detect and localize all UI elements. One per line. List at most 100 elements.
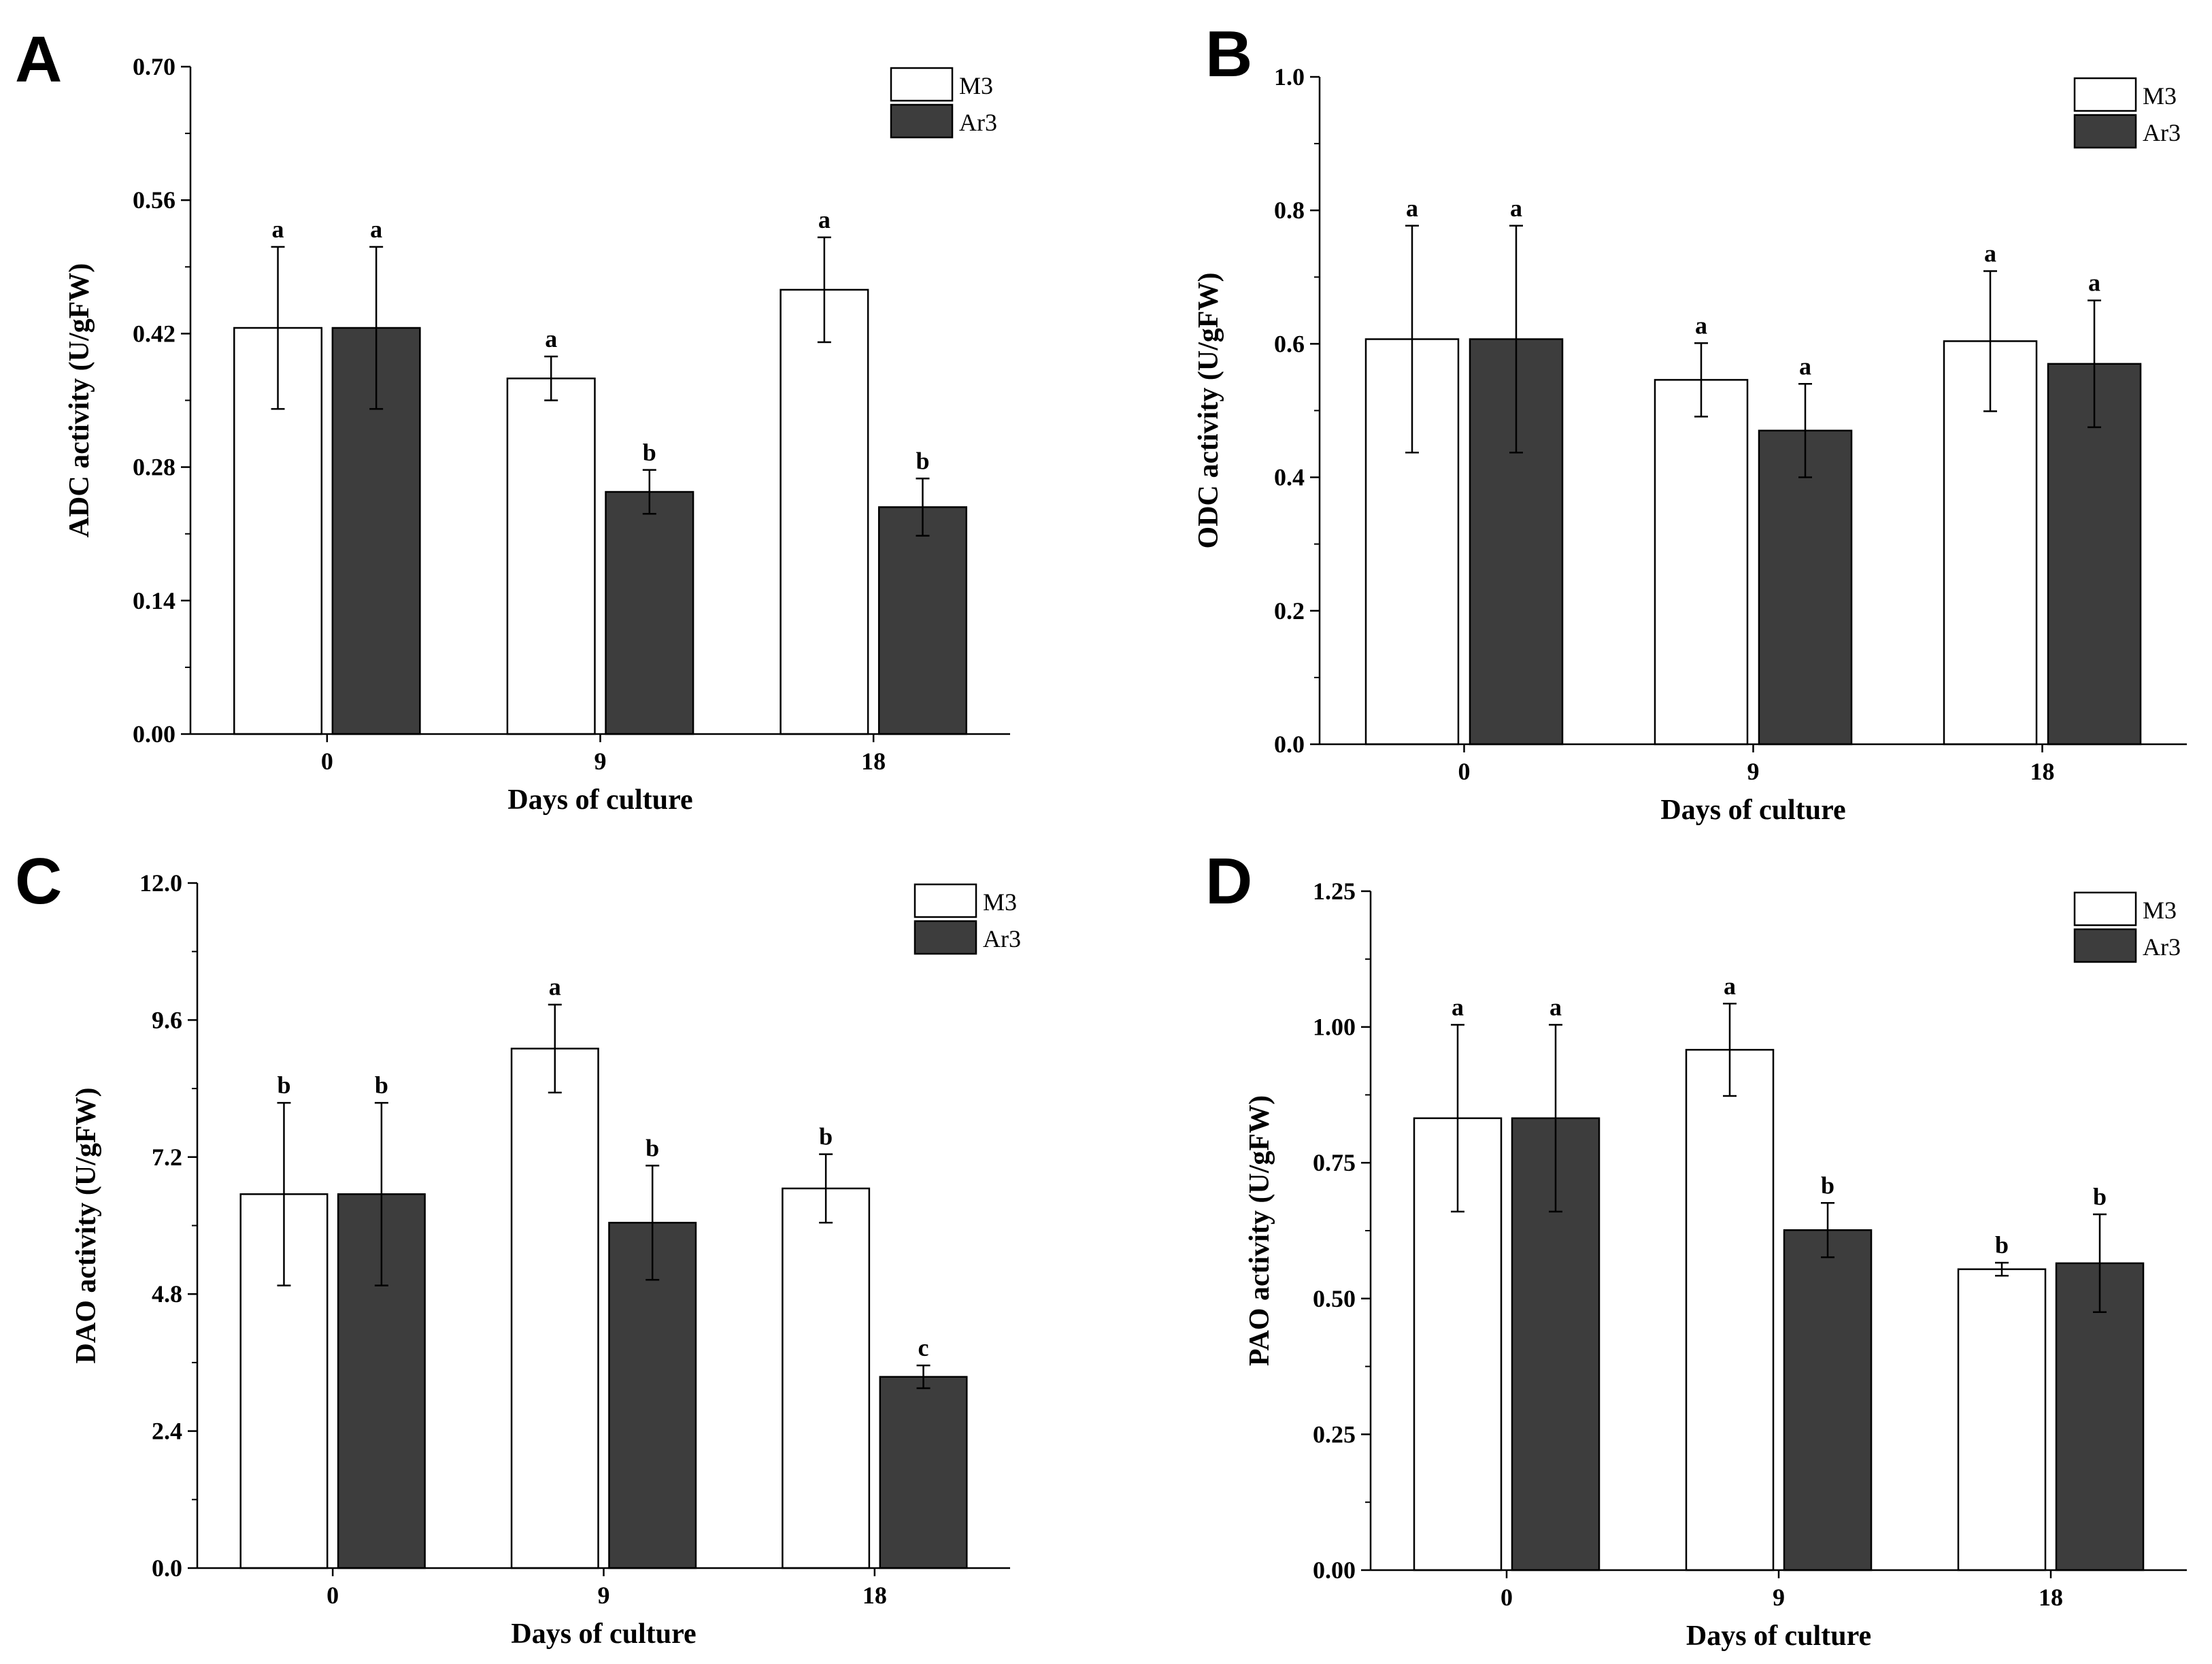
- bar-ar3-day-18: [877, 506, 967, 735]
- y-tick-label: 0.42: [133, 320, 175, 347]
- x-tick-label: 9: [598, 1582, 610, 1609]
- x-tick-label: 18: [862, 1582, 887, 1609]
- y-tick-label: 0.14: [133, 587, 175, 614]
- y-tick-label: 7.2: [152, 1144, 182, 1171]
- bar-m3-day-9: [506, 378, 596, 735]
- panel-b: Ba a 0 a a 9 a a 18 0.0 0.2 0.4 0.6 0.8 1.0 Days of cul…: [1193, 18, 2187, 826]
- x-tick-label: 9: [1773, 1584, 1785, 1611]
- significance-letter: b: [1995, 1231, 2009, 1259]
- x-tick-label: 0: [1501, 1584, 1513, 1611]
- error-bar-ar3-day-0: [374, 1101, 388, 1286]
- bar-ar3-day-9: [1783, 1229, 1873, 1571]
- significance-letter: a: [370, 216, 382, 243]
- y-axis-title: ADC activity (U/gFW): [64, 263, 95, 538]
- significance-letter: b: [646, 1134, 659, 1161]
- legend-label-ar3: Ar3: [983, 925, 1021, 952]
- significance-letter: a: [1452, 993, 1464, 1020]
- y-axis-title: ODC activity (U/gFW): [1193, 273, 1224, 549]
- legend-label-ar3: Ar3: [2143, 119, 2181, 146]
- significance-letter: b: [916, 447, 929, 474]
- x-axis-title: Days of culture: [511, 1618, 696, 1650]
- error-bar-m3-day-0: [1405, 224, 1419, 454]
- significance-letter: b: [277, 1071, 290, 1099]
- error-bar-ar3-day-9: [642, 469, 656, 515]
- error-bar-m3-day-9: [1723, 1003, 1737, 1097]
- legend-swatch-m3: [2073, 891, 2137, 927]
- bar-ar3-day-18: [2055, 1262, 2145, 1571]
- significance-letter: b: [643, 439, 656, 466]
- error-bar-ar3-day-9: [1821, 1202, 1834, 1259]
- y-tick-label: 0.2: [1274, 597, 1305, 625]
- legend-swatch-m3: [890, 67, 954, 102]
- panel-c: Cb b 0 a b 9 b c 18 0.0 2.4 4.8 7.2 9.6 12.0 Days of cu…: [15, 845, 1021, 1650]
- significance-letter: a: [818, 206, 831, 233]
- legend-swatch-ar3: [2073, 928, 2137, 963]
- y-tick-label: 0.75: [1313, 1149, 1356, 1176]
- error-bar-m3-day-9: [548, 1003, 562, 1094]
- error-bar-ar3-day-9: [646, 1165, 660, 1281]
- significance-letter: a: [1695, 312, 1707, 339]
- panel-letter: B: [1205, 18, 1252, 90]
- y-tick-label: 0.70: [133, 53, 175, 80]
- significance-letter: a: [272, 216, 284, 243]
- significance-letter: b: [2093, 1183, 2107, 1210]
- x-axis-title: Days of culture: [1660, 795, 1845, 826]
- y-tick-label: 1.00: [1313, 1014, 1356, 1041]
- significance-letter: c: [918, 1334, 929, 1361]
- error-bar-ar3-day-0: [1549, 1024, 1562, 1213]
- legend-label-m3: M3: [959, 72, 993, 99]
- y-tick-label: 0.8: [1274, 197, 1305, 224]
- bar-m3-day-18: [780, 288, 869, 735]
- error-bar-ar3-day-18: [2093, 1213, 2107, 1314]
- bar-m3-day-18: [1957, 1268, 2047, 1571]
- y-tick-label: 12.0: [139, 869, 182, 897]
- legend-swatch-ar3: [2073, 114, 2137, 149]
- x-tick-label: 18: [2030, 758, 2055, 785]
- y-tick-label: 0.00: [1313, 1557, 1356, 1584]
- legend-label-ar3: Ar3: [959, 109, 997, 136]
- error-bar-m3-day-0: [271, 246, 285, 410]
- y-tick-label: 0.56: [133, 186, 175, 214]
- legend-swatch-m3: [914, 883, 977, 918]
- legend-swatch-m3: [2073, 77, 2137, 112]
- y-axis-title: PAO activity (U/gFW): [1244, 1095, 1275, 1366]
- bar-ar3-day-9: [1758, 429, 1853, 746]
- y-tick-label: 0.0: [152, 1554, 182, 1582]
- panel-d: Da a 0 a b 9 b b 18 0.00 0.25 0.50 0.75 1.00 1.25 Days …: [1205, 845, 2187, 1652]
- significance-letter: a: [1984, 239, 1996, 267]
- y-tick-label: 2.4: [152, 1418, 182, 1445]
- x-tick-label: 0: [321, 748, 333, 775]
- panel-letter: A: [15, 23, 62, 96]
- panel-a: Aa a 0 a b 9 a b 18 0.00 0.14 0.28 0.42 0.56 0.70 Days …: [15, 23, 1010, 816]
- x-axis-title: Days of culture: [507, 784, 692, 816]
- error-bar-m3-day-9: [544, 355, 558, 401]
- legend-label-ar3: Ar3: [2143, 933, 2181, 961]
- error-bar-ar3-day-0: [369, 246, 384, 410]
- significance-letter: a: [1799, 352, 1811, 380]
- y-tick-label: 0.00: [133, 720, 175, 748]
- legend-label-m3: M3: [2143, 897, 2177, 924]
- y-tick-label: 0.50: [1313, 1285, 1356, 1312]
- bar-m3-day-9: [510, 1048, 599, 1569]
- error-bar-m3-day-0: [277, 1101, 291, 1286]
- error-bar-ar3-day-18: [916, 1364, 931, 1389]
- bar-ar3-day-9: [605, 490, 694, 735]
- panel-letter: C: [15, 845, 62, 918]
- error-bar-ar3-day-0: [1509, 224, 1523, 454]
- y-tick-label: 1.25: [1313, 878, 1356, 905]
- error-bar-m3-day-0: [1451, 1024, 1464, 1213]
- significance-letter: a: [549, 974, 561, 1001]
- legend-label-m3: M3: [983, 888, 1017, 916]
- x-tick-label: 9: [1747, 758, 1760, 785]
- error-bar-ar3-day-18: [916, 478, 930, 537]
- legend-swatch-ar3: [890, 103, 954, 139]
- significance-letter: a: [1406, 195, 1418, 222]
- significance-letter: a: [1724, 972, 1736, 999]
- error-bar-m3-day-18: [819, 1153, 833, 1224]
- x-tick-label: 0: [1458, 758, 1471, 785]
- y-tick-label: 0.28: [133, 454, 175, 481]
